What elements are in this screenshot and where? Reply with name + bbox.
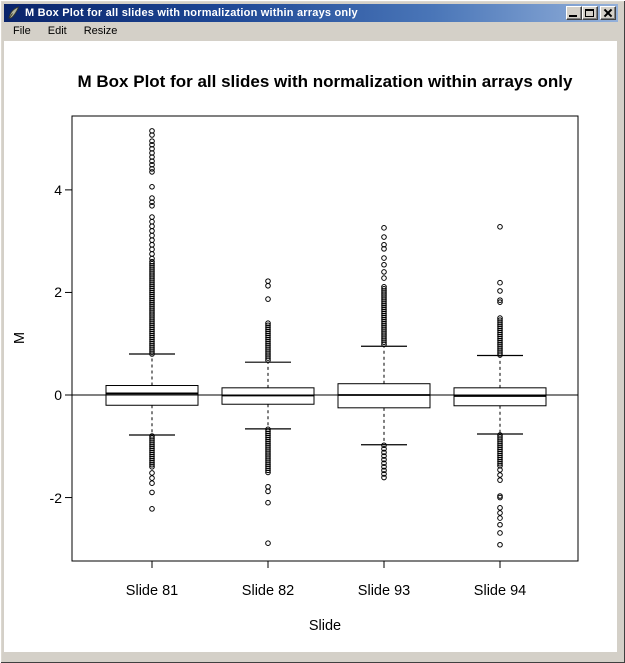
- close-button[interactable]: [600, 6, 616, 20]
- minimize-icon: [569, 15, 577, 17]
- close-icon: [603, 8, 613, 18]
- maximize-icon: [585, 9, 594, 17]
- titlebar[interactable]: M Box Plot for all slides with normaliza…: [4, 4, 618, 22]
- menu-resize[interactable]: Resize: [83, 25, 118, 37]
- x-tick-label-slide94: Slide 94: [473, 583, 527, 599]
- y-axis-label: M: [12, 331, 28, 345]
- window-title: M Box Plot for all slides with normaliza…: [25, 7, 358, 19]
- x-tick-label-slide81: Slide 81: [125, 583, 179, 599]
- x-tick-label-slide82: Slide 82: [241, 583, 295, 599]
- maximize-button[interactable]: [582, 6, 598, 20]
- quill-icon: [7, 6, 21, 20]
- y-tick-label-4: 4: [54, 182, 62, 198]
- menu-file[interactable]: File: [13, 25, 31, 37]
- menubar: File Edit Resize: [4, 22, 618, 41]
- minimize-button[interactable]: [566, 6, 582, 20]
- y-tick-label-neg2: -2: [49, 490, 62, 506]
- window-controls: [566, 6, 616, 20]
- y-tick-label-2: 2: [54, 284, 62, 300]
- plot-title: M Box Plot for all slides with normaliza…: [77, 72, 573, 91]
- menu-edit[interactable]: Edit: [47, 25, 67, 37]
- x-tick-label-slide93: Slide 93: [357, 583, 411, 599]
- boxplot-svg: [65, 115, 579, 568]
- plot-canvas: M Box Plot for all slides with normaliza…: [4, 41, 617, 652]
- x-axis-label: Slide: [308, 618, 342, 634]
- y-tick-label-0: 0: [54, 387, 62, 403]
